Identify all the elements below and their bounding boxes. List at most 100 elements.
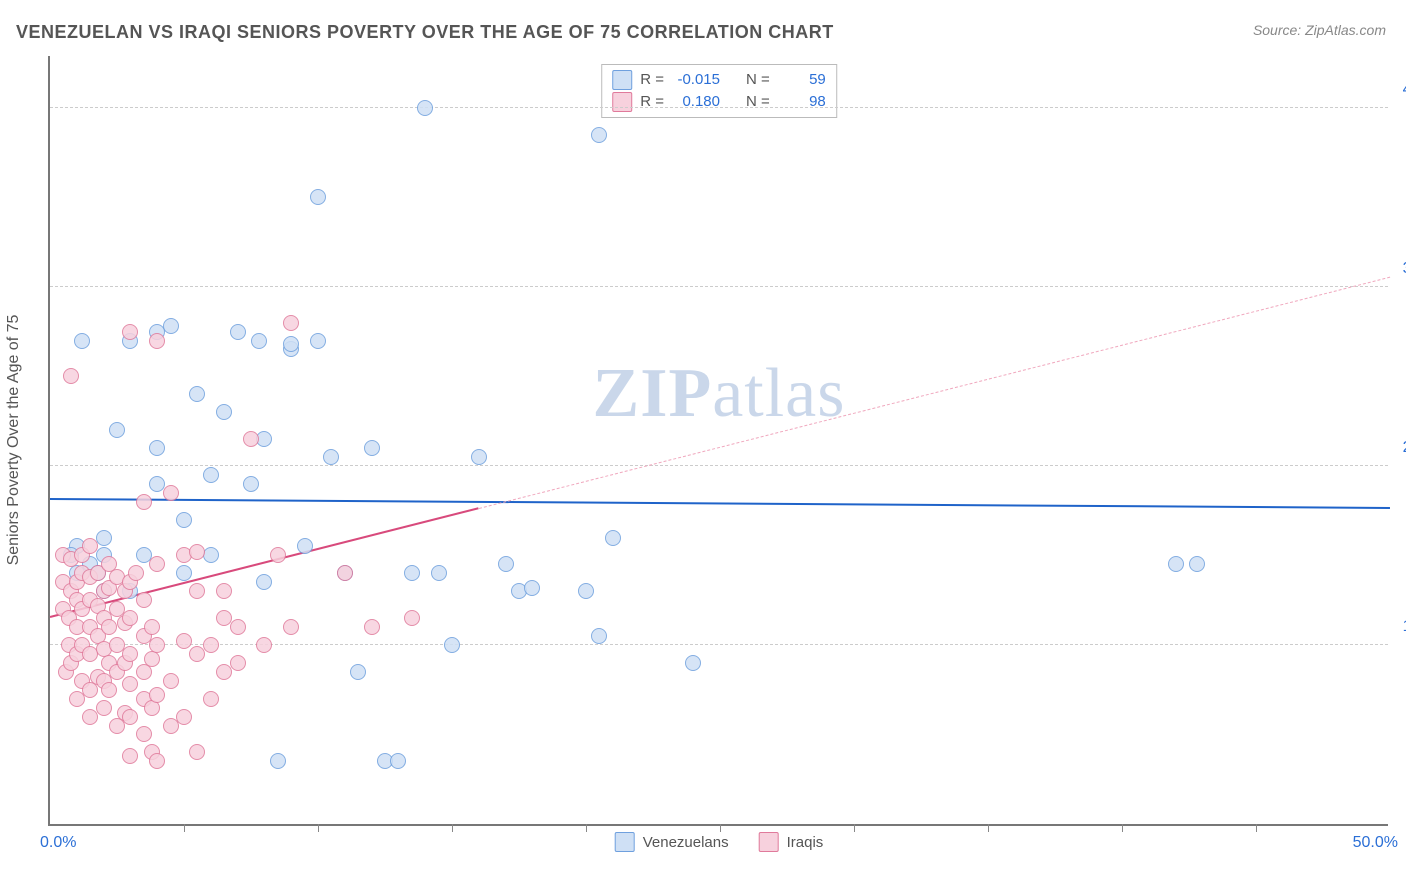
data-point xyxy=(591,628,607,644)
data-point xyxy=(176,512,192,528)
data-point xyxy=(337,565,353,581)
data-point xyxy=(149,333,165,349)
gridline xyxy=(50,286,1388,287)
data-point xyxy=(149,753,165,769)
x-tick xyxy=(184,824,185,832)
data-point xyxy=(230,655,246,671)
data-point xyxy=(498,556,514,572)
page-title: VENEZUELAN VS IRAQI SENIORS POVERTY OVER… xyxy=(16,22,834,43)
data-point xyxy=(256,574,272,590)
x-tick xyxy=(586,824,587,832)
stat-r-value: -0.015 xyxy=(672,69,720,91)
x-axis-end-label: 50.0% xyxy=(1353,834,1398,852)
data-point xyxy=(101,619,117,635)
data-point xyxy=(96,530,112,546)
data-point xyxy=(471,449,487,465)
data-point xyxy=(283,336,299,352)
data-point xyxy=(404,610,420,626)
stat-n-value: 98 xyxy=(778,91,826,113)
legend-item: Venezuelans xyxy=(615,832,729,852)
data-point xyxy=(578,583,594,599)
data-point xyxy=(203,637,219,653)
legend-label: Iraqis xyxy=(787,834,824,851)
data-point xyxy=(203,691,219,707)
data-point xyxy=(122,324,138,340)
data-point xyxy=(350,664,366,680)
stat-n-value: 59 xyxy=(778,69,826,91)
data-point xyxy=(685,655,701,671)
data-point xyxy=(136,494,152,510)
data-point xyxy=(1168,556,1184,572)
data-point xyxy=(149,440,165,456)
data-point xyxy=(431,565,447,581)
data-point xyxy=(270,753,286,769)
legend-swatch xyxy=(612,92,632,112)
trend-line xyxy=(479,277,1390,509)
legend-swatch xyxy=(759,832,779,852)
stats-row: R = 0.180N = 98 xyxy=(612,91,826,113)
y-tick-label: 40.0% xyxy=(1393,81,1406,99)
x-tick xyxy=(988,824,989,832)
data-point xyxy=(243,476,259,492)
legend-item: Iraqis xyxy=(759,832,824,852)
data-point xyxy=(283,619,299,635)
gridline xyxy=(50,644,1388,645)
data-point xyxy=(122,676,138,692)
data-point xyxy=(122,709,138,725)
data-point xyxy=(390,753,406,769)
trend-line xyxy=(50,498,1390,509)
data-point xyxy=(444,637,460,653)
data-point xyxy=(189,544,205,560)
data-point xyxy=(591,127,607,143)
data-point xyxy=(364,619,380,635)
y-tick-label: 20.0% xyxy=(1393,439,1406,457)
data-point xyxy=(310,333,326,349)
data-point xyxy=(144,651,160,667)
data-point xyxy=(82,538,98,554)
stat-n-label: N = xyxy=(746,69,770,91)
data-point xyxy=(122,646,138,662)
data-point xyxy=(136,592,152,608)
y-tick-label: 10.0% xyxy=(1393,618,1406,636)
source-attribution: Source: ZipAtlas.com xyxy=(1253,22,1386,38)
data-point xyxy=(63,368,79,384)
data-point xyxy=(283,315,299,331)
stat-r-value: 0.180 xyxy=(672,91,720,113)
data-point xyxy=(163,673,179,689)
legend-label: Venezuelans xyxy=(643,834,729,851)
data-point xyxy=(216,583,232,599)
data-point xyxy=(189,744,205,760)
gridline xyxy=(50,107,1388,108)
data-point xyxy=(230,324,246,340)
x-tick xyxy=(854,824,855,832)
legend-swatch xyxy=(612,70,632,90)
data-point xyxy=(74,333,90,349)
data-point xyxy=(176,633,192,649)
data-point xyxy=(136,726,152,742)
data-point xyxy=(96,700,112,716)
data-point xyxy=(122,610,138,626)
data-point xyxy=(270,547,286,563)
x-axis-start-label: 0.0% xyxy=(40,834,76,852)
scatter-plot-area: Seniors Poverty Over the Age of 75 ZIPat… xyxy=(48,56,1388,826)
data-point xyxy=(144,619,160,635)
data-point xyxy=(256,637,272,653)
data-point xyxy=(203,467,219,483)
data-point xyxy=(1189,556,1205,572)
data-point xyxy=(216,404,232,420)
x-tick xyxy=(1256,824,1257,832)
data-point xyxy=(189,583,205,599)
stat-r-label: R = xyxy=(640,69,664,91)
data-point xyxy=(417,100,433,116)
data-point xyxy=(163,485,179,501)
data-point xyxy=(189,386,205,402)
data-point xyxy=(176,709,192,725)
y-axis-title: Seniors Poverty Over the Age of 75 xyxy=(5,315,23,566)
data-point xyxy=(297,538,313,554)
data-point xyxy=(323,449,339,465)
gridline xyxy=(50,465,1388,466)
data-point xyxy=(364,440,380,456)
data-point xyxy=(524,580,540,596)
x-tick xyxy=(452,824,453,832)
stats-legend-box: R = -0.015 N = 59R = 0.180N = 98 xyxy=(601,64,837,118)
